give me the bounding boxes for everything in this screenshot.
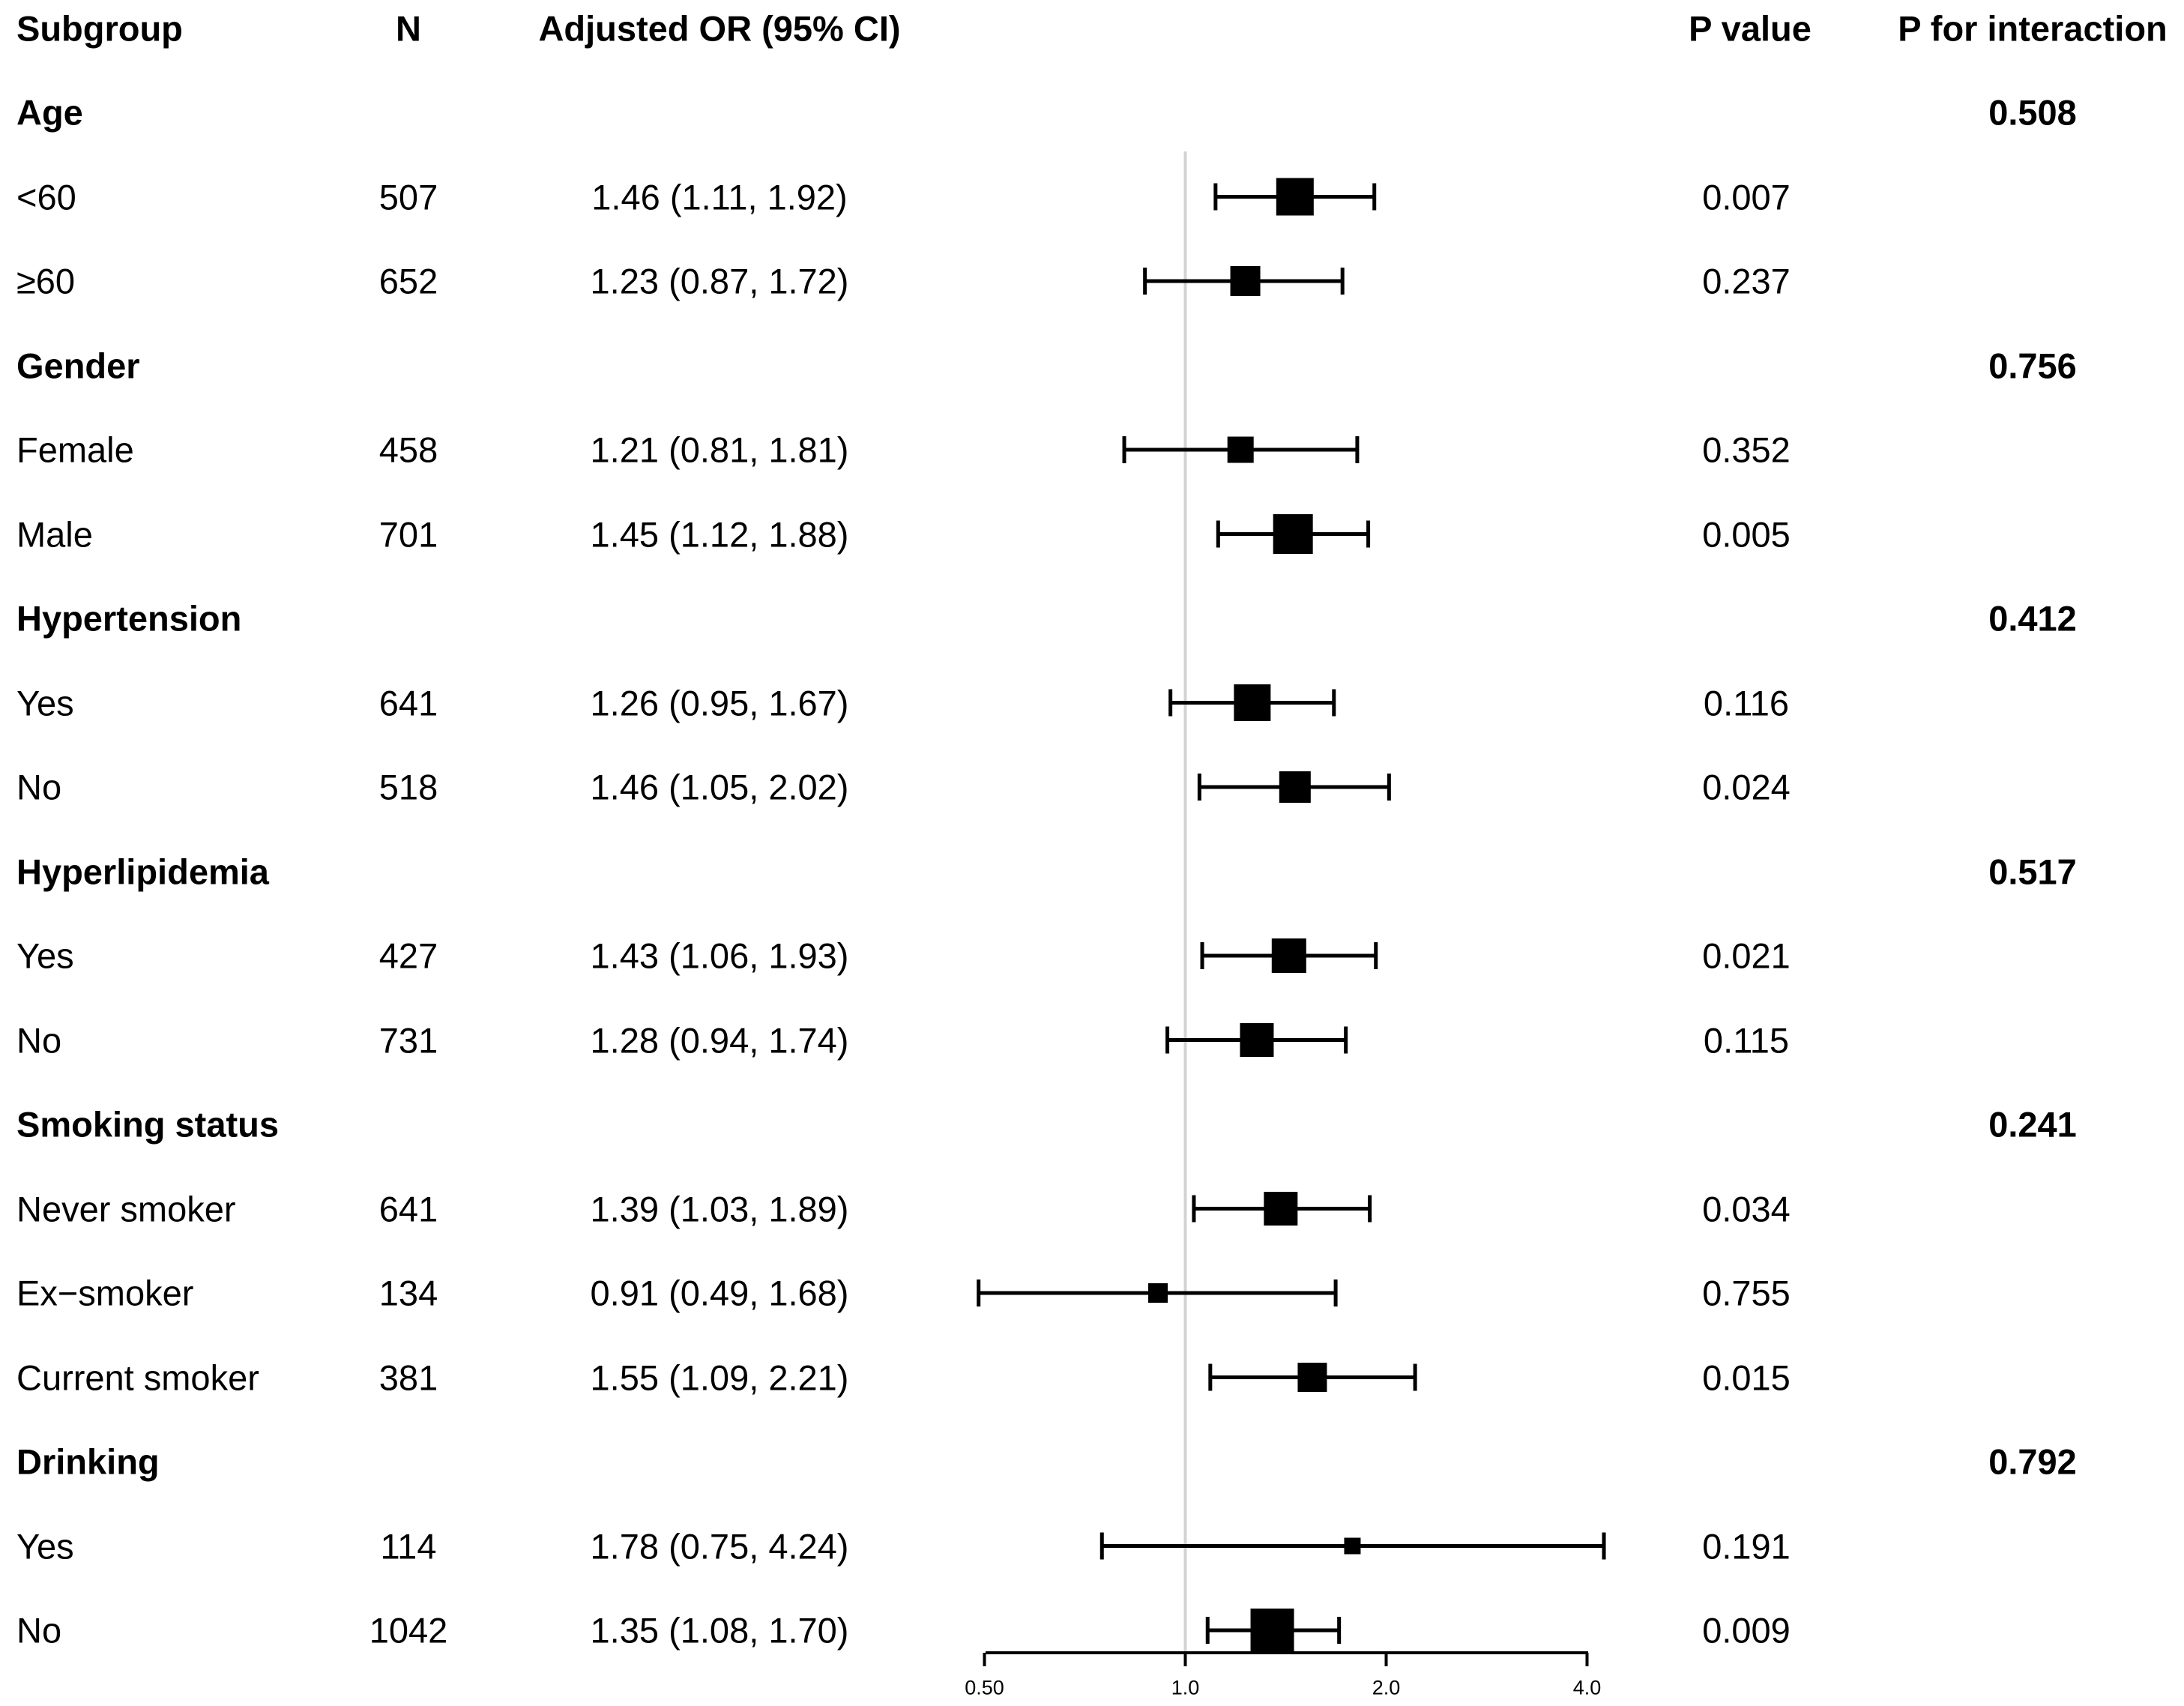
row-n: 1042 bbox=[369, 1610, 448, 1651]
row-label: Male bbox=[16, 514, 93, 554]
row-or-ci: 1.35 (1.08, 1.70) bbox=[590, 1610, 849, 1651]
row-label: Current smoker bbox=[16, 1357, 259, 1397]
row-p-value: 0.024 bbox=[1702, 767, 1791, 807]
row-n: 134 bbox=[378, 1273, 438, 1313]
forest-marker bbox=[1148, 1283, 1168, 1303]
row-p-value: 0.116 bbox=[1703, 683, 1790, 723]
row-p-value: 0.015 bbox=[1702, 1357, 1791, 1397]
column-header-p-interaction: P for interaction bbox=[1898, 8, 2168, 49]
column-header-or-ci: Adjusted OR (95% CI) bbox=[538, 8, 901, 49]
row-group-label: Age bbox=[16, 92, 83, 133]
row-n: 114 bbox=[380, 1526, 437, 1566]
row-p-value: 0.005 bbox=[1702, 514, 1791, 554]
row-or-ci: 1.39 (1.03, 1.89) bbox=[590, 1189, 849, 1229]
x-axis-tick-label: 0.50 bbox=[965, 1676, 1004, 1699]
row-p-interaction: 0.508 bbox=[1988, 92, 2077, 133]
row-p-interaction: 0.517 bbox=[1988, 852, 2077, 891]
forest-marker bbox=[1297, 1363, 1327, 1392]
row-n: 652 bbox=[378, 261, 438, 301]
row-n: 458 bbox=[378, 429, 438, 470]
row-p-interaction: 0.756 bbox=[1988, 346, 2077, 385]
row-p-value: 0.009 bbox=[1702, 1610, 1791, 1651]
row-p-value: 0.034 bbox=[1702, 1189, 1791, 1229]
column-header-p-value: P value bbox=[1689, 8, 1812, 49]
row-n: 507 bbox=[378, 177, 438, 217]
row-p-interaction: 0.792 bbox=[1988, 1441, 2077, 1482]
row-or-ci: 1.46 (1.05, 2.02) bbox=[590, 767, 849, 807]
row-p-value: 0.352 bbox=[1702, 429, 1791, 470]
row-or-ci: 1.21 (0.81, 1.81) bbox=[590, 429, 849, 470]
row-or-ci: 1.46 (1.11, 1.92) bbox=[591, 177, 848, 217]
row-or-ci: 1.78 (0.75, 4.24) bbox=[590, 1526, 849, 1566]
row-label: ≥60 bbox=[16, 261, 76, 301]
row-group-label: Hyperlipidemia bbox=[16, 852, 269, 891]
row-or-ci: 1.43 (1.06, 1.93) bbox=[590, 935, 849, 976]
row-p-value: 0.021 bbox=[1702, 935, 1791, 976]
forest-marker bbox=[1344, 1537, 1361, 1555]
forest-marker bbox=[1250, 1609, 1294, 1652]
row-label: Yes bbox=[16, 683, 74, 723]
forest-marker bbox=[1279, 771, 1311, 803]
row-n: 427 bbox=[378, 935, 438, 976]
row-group-label: Drinking bbox=[16, 1441, 160, 1482]
forest-marker bbox=[1230, 266, 1261, 296]
row-group-label: Hypertension bbox=[16, 598, 242, 639]
row-n: 641 bbox=[378, 683, 438, 723]
row-n: 701 bbox=[378, 514, 438, 554]
row-p-value: 0.115 bbox=[1703, 1020, 1790, 1060]
row-label: No bbox=[16, 1020, 62, 1060]
row-n: 731 bbox=[378, 1020, 438, 1060]
row-p-value: 0.237 bbox=[1702, 261, 1791, 301]
forest-marker bbox=[1273, 514, 1313, 554]
row-label: Yes bbox=[16, 1526, 74, 1566]
row-or-ci: 1.26 (0.95, 1.67) bbox=[590, 683, 849, 723]
row-or-ci: 0.91 (0.49, 1.68) bbox=[590, 1273, 849, 1313]
forest-marker bbox=[1276, 178, 1314, 216]
row-label: No bbox=[16, 1610, 62, 1651]
row-label: Ex−smoker bbox=[16, 1273, 194, 1313]
row-or-ci: 1.55 (1.09, 2.21) bbox=[590, 1357, 849, 1397]
row-p-interaction: 0.241 bbox=[1988, 1104, 2077, 1145]
row-n: 641 bbox=[378, 1189, 438, 1229]
column-header-n: N bbox=[396, 8, 421, 49]
x-axis-tick-label: 1.0 bbox=[1171, 1676, 1200, 1699]
row-p-interaction: 0.412 bbox=[1988, 598, 2077, 639]
forest-marker bbox=[1227, 436, 1254, 463]
row-n: 381 bbox=[378, 1357, 438, 1397]
row-label: No bbox=[16, 767, 62, 807]
forest-marker bbox=[1240, 1023, 1274, 1057]
row-group-label: Smoking status bbox=[16, 1104, 279, 1145]
row-n: 518 bbox=[378, 767, 438, 807]
row-p-value: 0.755 bbox=[1702, 1273, 1791, 1313]
row-label: Yes bbox=[16, 935, 74, 976]
forest-marker bbox=[1271, 938, 1306, 973]
forest-marker bbox=[1264, 1192, 1298, 1226]
x-axis-tick-label: 4.0 bbox=[1572, 1676, 1602, 1699]
x-axis-tick-label: 2.0 bbox=[1372, 1676, 1401, 1699]
row-or-ci: 1.23 (0.87, 1.72) bbox=[590, 261, 849, 301]
forest-marker bbox=[1234, 684, 1271, 721]
row-label: Female bbox=[16, 429, 134, 470]
row-or-ci: 1.45 (1.12, 1.88) bbox=[590, 514, 849, 554]
row-label: Never smoker bbox=[16, 1189, 236, 1229]
row-or-ci: 1.28 (0.94, 1.74) bbox=[590, 1020, 849, 1060]
column-header-subgroup: Subgroup bbox=[16, 8, 183, 49]
row-label: <60 bbox=[16, 177, 76, 217]
row-p-value: 0.007 bbox=[1702, 177, 1791, 217]
row-group-label: Gender bbox=[16, 346, 140, 385]
row-p-value: 0.191 bbox=[1702, 1526, 1791, 1566]
